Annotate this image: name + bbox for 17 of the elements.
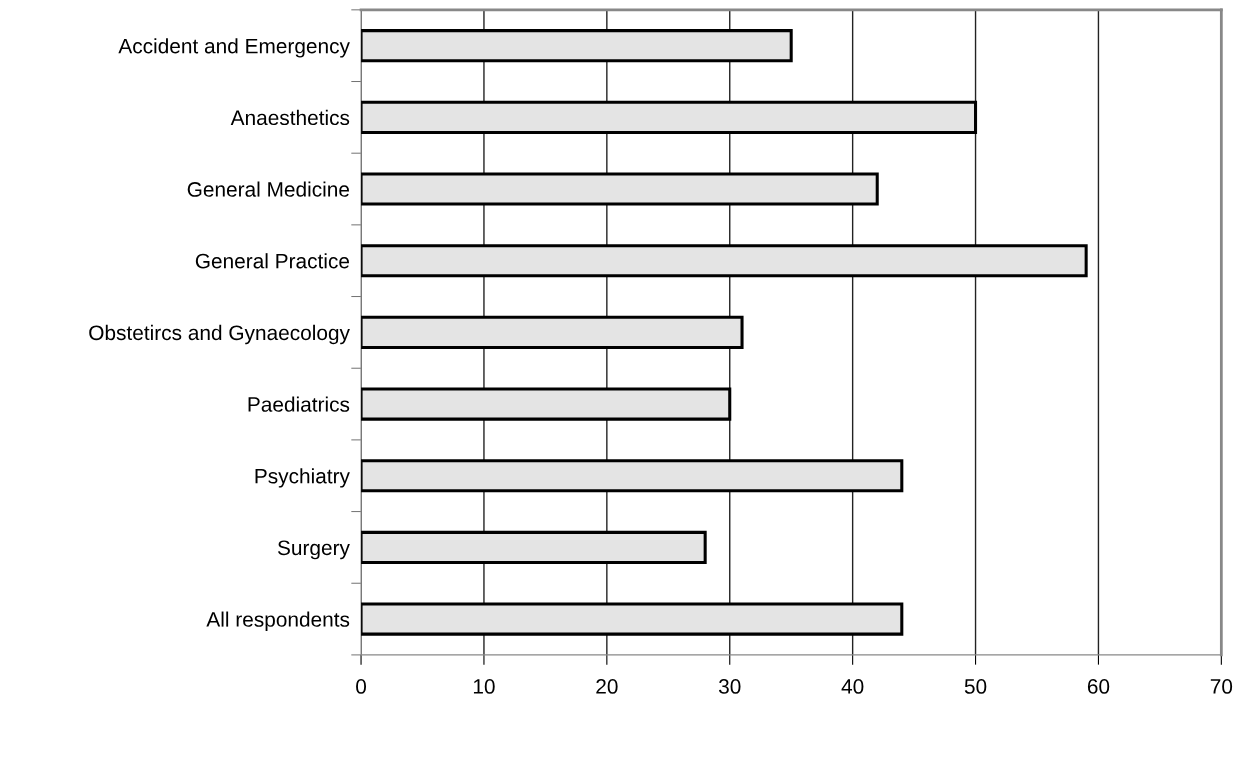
y-tick-label: Accident and Emergency	[118, 38, 350, 58]
x-tick-label: 0	[356, 679, 367, 694]
x-tick-label: 50	[964, 679, 987, 694]
x-tick-label: 40	[841, 679, 864, 694]
x-tick-label: 30	[718, 679, 741, 694]
y-tick-label: Paediatrics	[248, 396, 350, 412]
x-tick-label: 20	[596, 679, 618, 694]
y-tick-label: Psychiatry	[255, 468, 350, 488]
y-tick-label: Surgery	[277, 540, 350, 560]
y-tick-label: All respondents	[206, 611, 350, 631]
y-tick-label: Obstetircs and Gynaecology	[89, 324, 350, 345]
y-tick-label: Anaesthetics	[230, 109, 350, 126]
y-tick-label: General Practice	[195, 253, 350, 269]
y-tick-label: General Medicine	[187, 181, 350, 197]
x-tick-label: 70	[1210, 679, 1233, 694]
x-tick-label: 60	[1087, 679, 1110, 694]
x-tick-label: 10	[473, 679, 495, 694]
